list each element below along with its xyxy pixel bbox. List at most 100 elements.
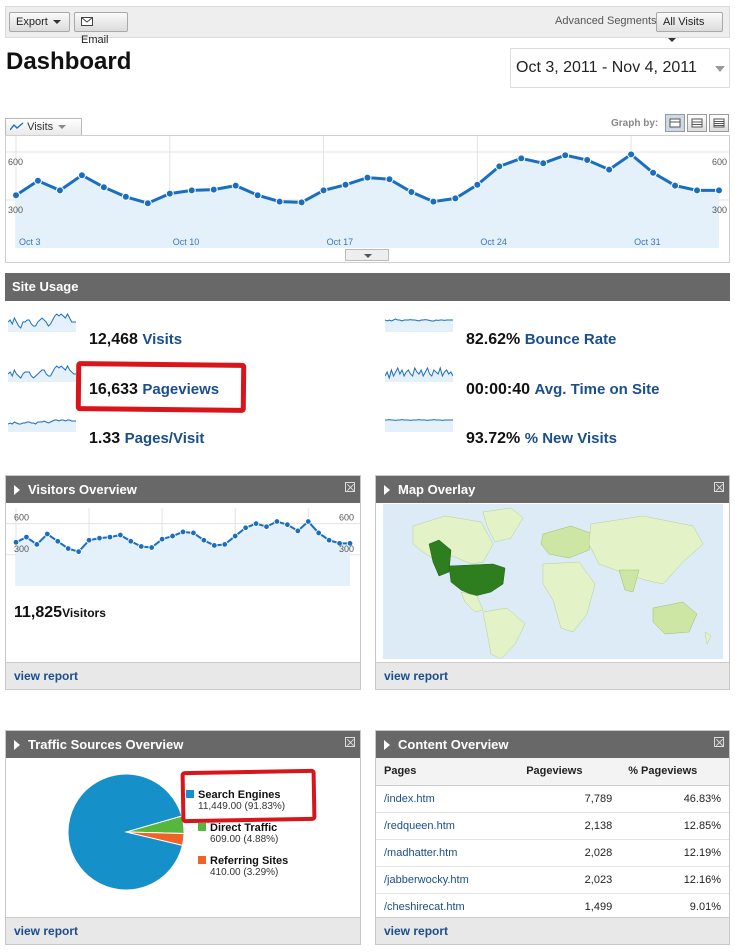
data-point[interactable]: [671, 181, 680, 190]
data-point[interactable]: [325, 537, 333, 544]
close-icon[interactable]: [714, 482, 724, 492]
chart-resize-handle[interactable]: [345, 249, 389, 261]
data-point[interactable]: [148, 544, 155, 551]
data-point[interactable]: [23, 533, 30, 541]
graph-by-week-button[interactable]: [687, 114, 707, 132]
map-usa[interactable]: [448, 563, 506, 597]
data-point[interactable]: [495, 162, 504, 171]
world-map[interactable]: [383, 504, 723, 659]
data-point[interactable]: [99, 183, 108, 192]
metric-link-pages-per-visit[interactable]: Pages/Visit: [124, 430, 205, 447]
data-point[interactable]: [209, 185, 218, 194]
data-point[interactable]: [190, 529, 197, 537]
map-india[interactable]: [618, 569, 640, 593]
data-point[interactable]: [294, 527, 302, 535]
data-point[interactable]: [12, 539, 20, 546]
data-point[interactable]: [363, 173, 372, 182]
data-point[interactable]: [627, 150, 636, 159]
close-icon[interactable]: [714, 737, 724, 747]
data-point[interactable]: [451, 194, 460, 203]
data-point[interactable]: [583, 156, 592, 164]
data-point[interactable]: [158, 536, 166, 543]
metric-link-visits[interactable]: Visits: [142, 331, 183, 348]
data-point[interactable]: [12, 191, 20, 200]
data-point[interactable]: [169, 532, 176, 540]
map-asia[interactable]: [588, 515, 704, 585]
data-point[interactable]: [561, 151, 570, 160]
data-point[interactable]: [117, 531, 124, 539]
data-point[interactable]: [263, 523, 270, 530]
data-point[interactable]: [315, 529, 322, 537]
page-link[interactable]: /jabberwocky.htm: [384, 873, 469, 886]
map-alaska[interactable]: [428, 539, 452, 577]
map-new-zealand[interactable]: [704, 631, 712, 645]
date-range-picker[interactable]: Oct 3, 2011 - Nov 4, 2011: [510, 48, 730, 88]
data-point[interactable]: [284, 521, 291, 528]
data-point[interactable]: [539, 159, 548, 168]
export-button[interactable]: Export: [9, 12, 70, 32]
map-south-america[interactable]: [482, 607, 526, 659]
data-point[interactable]: [346, 540, 354, 547]
data-point[interactable]: [429, 197, 438, 206]
data-point[interactable]: [221, 541, 228, 548]
data-point[interactable]: [242, 524, 249, 531]
map-europe[interactable]: [540, 525, 594, 559]
data-point[interactable]: [33, 541, 41, 548]
data-point[interactable]: [179, 528, 187, 536]
data-point[interactable]: [341, 180, 350, 189]
data-point[interactable]: [385, 175, 394, 184]
map-africa[interactable]: [542, 561, 596, 633]
data-point[interactable]: [200, 537, 208, 544]
data-point[interactable]: [77, 171, 86, 180]
data-point[interactable]: [252, 520, 260, 527]
data-point[interactable]: [187, 186, 196, 195]
data-point[interactable]: [275, 197, 284, 206]
metric-link-avg-time[interactable]: Avg. Time on Site: [534, 381, 660, 398]
map-greenland[interactable]: [482, 507, 524, 543]
close-icon[interactable]: [345, 737, 355, 747]
data-point[interactable]: [55, 186, 64, 195]
email-button[interactable]: Email: [74, 12, 128, 46]
data-point[interactable]: [407, 188, 416, 196]
data-point[interactable]: [297, 198, 306, 207]
map-mexico[interactable]: [460, 591, 484, 613]
metric-select[interactable]: Visits: [5, 118, 82, 136]
data-point[interactable]: [75, 548, 82, 555]
view-report-link[interactable]: view report: [14, 924, 79, 938]
page-link[interactable]: /index.htm: [384, 792, 435, 805]
metric-link-pageviews[interactable]: Pageviews: [142, 381, 220, 398]
data-point[interactable]: [605, 165, 614, 174]
data-point[interactable]: [44, 530, 51, 538]
graph-by-day-button[interactable]: [665, 114, 685, 132]
data-point[interactable]: [64, 545, 72, 552]
data-point[interactable]: [319, 186, 328, 195]
data-point[interactable]: [106, 533, 114, 541]
pie-slice-search-engines[interactable]: [67, 773, 184, 891]
data-point[interactable]: [121, 192, 130, 201]
data-point[interactable]: [96, 534, 103, 542]
data-point[interactable]: [231, 532, 239, 540]
data-point[interactable]: [473, 180, 482, 189]
view-report-link[interactable]: view report: [14, 669, 79, 683]
data-point[interactable]: [143, 199, 152, 208]
data-point[interactable]: [649, 168, 658, 177]
map-australia[interactable]: [652, 601, 698, 635]
data-point[interactable]: [211, 542, 218, 549]
segments-select[interactable]: All Visits: [656, 12, 723, 43]
data-point[interactable]: [127, 538, 135, 545]
close-icon[interactable]: [345, 482, 355, 492]
data-point[interactable]: [85, 537, 93, 544]
data-point[interactable]: [273, 518, 281, 525]
page-link[interactable]: /cheshirecat.htm: [384, 900, 465, 913]
graph-by-month-button[interactable]: [709, 114, 729, 132]
data-point[interactable]: [305, 518, 312, 525]
metric-link-bounce-rate[interactable]: Bounce Rate: [524, 331, 617, 348]
data-point[interactable]: [231, 181, 240, 190]
data-point[interactable]: [336, 540, 343, 547]
data-point[interactable]: [253, 191, 262, 200]
data-point[interactable]: [517, 154, 526, 163]
view-report-link[interactable]: view report: [384, 669, 449, 683]
data-point[interactable]: [138, 543, 145, 550]
view-report-link[interactable]: view report: [384, 924, 449, 938]
page-link[interactable]: /redqueen.htm: [384, 819, 455, 832]
